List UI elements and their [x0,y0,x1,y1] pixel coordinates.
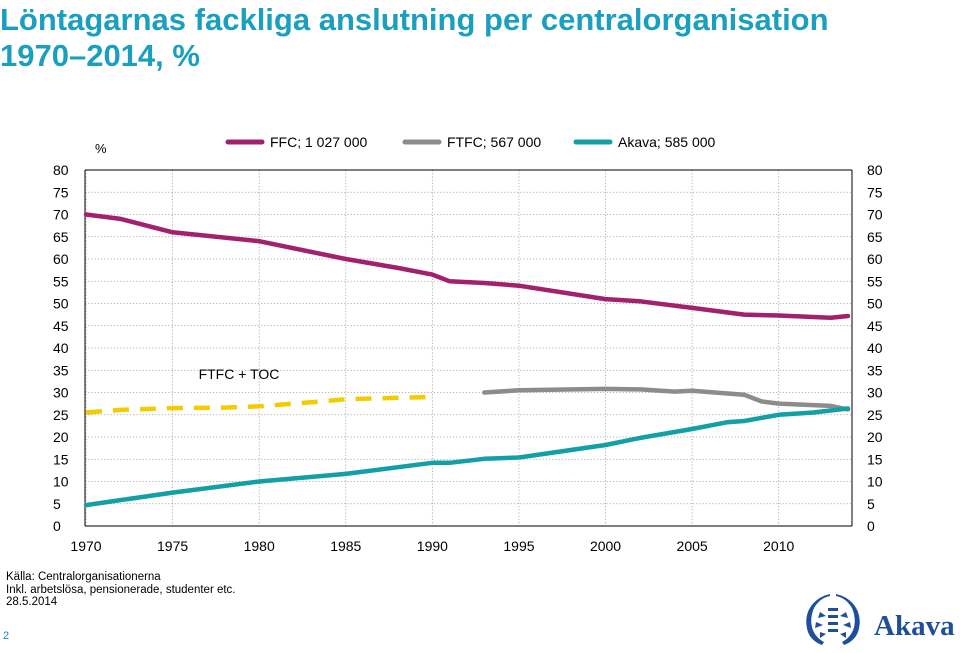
y-tick-label-right: 60 [867,251,883,267]
y-tick-label-left: 50 [53,296,69,312]
y-tick-label-right: 45 [867,318,883,334]
y-tick-label-right: 75 [867,184,883,200]
annotations: FTFC + TOC [199,366,280,382]
y-tick-label-left: 55 [53,273,69,289]
y-axis-unit-label: % [95,141,107,156]
x-tick-label: 2000 [590,538,621,554]
x-tick-label: 1990 [417,538,448,554]
y-tick-label-left: 25 [53,407,69,423]
y-tick-label-right: 35 [867,362,883,378]
y-tick-label-right: 80 [867,162,883,178]
page-title-line-1: Löntagarnas fackliga anslutning per cent… [0,2,829,37]
y-tick-label-left: 60 [53,251,69,267]
y-axis-left: 0 5 10 15 20 25 30 35 40 45 50 55 60 65 70 75 80 [53,162,69,534]
y-tick-label-left: 20 [53,429,69,445]
y-tick-label-right: 30 [867,385,883,401]
grid-lines [84,169,853,527]
legend-label: Akava; 585 000 [618,134,716,150]
page-number: 2 [3,630,10,642]
y-tick-label-right: 65 [867,229,883,245]
source-date: 28.5.2014 [6,596,58,608]
y-tick-label-right: 15 [867,451,883,467]
x-tick-label: 2005 [677,538,708,554]
y-tick-label-left: 65 [53,229,69,245]
y-tick-label-left: 35 [53,362,69,378]
x-tick-label: 1995 [503,538,534,554]
annotation-label: FTFC + TOC [199,366,280,382]
laurel-wreath-icon [806,594,860,645]
y-tick-label-left: 15 [53,451,69,467]
logo-text: Akava [874,610,955,642]
y-tick-label-right: 25 [867,407,883,423]
y-tick-label-right: 50 [867,296,883,312]
y-tick-label-right: 55 [867,273,883,289]
y-tick-label-left: 80 [53,162,69,178]
source-footnote: Inkl. arbetslösa, pensionerade, studente… [6,583,236,596]
y-tick-label-left: 75 [53,184,69,200]
series-line-2 [83,406,851,508]
y-tick-label-left: 5 [53,496,61,512]
series-lines [83,212,851,508]
x-tick-label: 1970 [70,538,101,554]
x-tick-label: 1975 [157,538,188,554]
source-note: Källa: Centralorganisationerna Inkl. arb… [6,571,236,609]
y-tick-label-left: 45 [53,318,69,334]
x-tick-label: 2010 [763,538,794,554]
legend: FFC; 1 027 000 FTFC; 567 000 Akava; 585 00… [225,134,716,150]
legend-label: FFC; 1 027 000 [270,134,367,150]
legend-label: FTFC; 567 000 [447,134,541,150]
y-tick-label-left: 0 [53,518,61,534]
x-tick-label: 1980 [244,538,275,554]
source-line: Källa: Centralorganisationerna [6,571,161,583]
y-axis-right: 0 5 10 15 20 25 30 35 40 45 50 55 60 65 70 75 80 [867,162,883,534]
x-tick-label: 1985 [330,538,361,554]
series-line-0 [83,212,851,320]
y-tick-label-left: 70 [53,207,69,223]
y-tick-label-right: 5 [867,496,875,512]
series-line-1 [482,386,851,412]
akava-logo: Akava [806,594,955,645]
series-line-3 [85,394,433,415]
y-tick-label-right: 0 [867,518,875,534]
y-tick-label-left: 40 [53,340,69,356]
page-title-line-2: 1970–2014, % [0,38,200,73]
page-title: Löntagarnas fackliga anslutning per cent… [0,2,829,74]
y-tick-label-right: 70 [867,207,883,223]
y-tick-label-right: 10 [867,474,883,490]
y-tick-label-right: 20 [867,429,883,445]
x-axis: 1970 1975 1980 1985 1990 1995 2000 2005 2010 [70,538,794,554]
y-tick-label-left: 10 [53,474,69,490]
y-tick-label-right: 40 [867,340,883,356]
y-tick-label-left: 30 [53,385,69,401]
